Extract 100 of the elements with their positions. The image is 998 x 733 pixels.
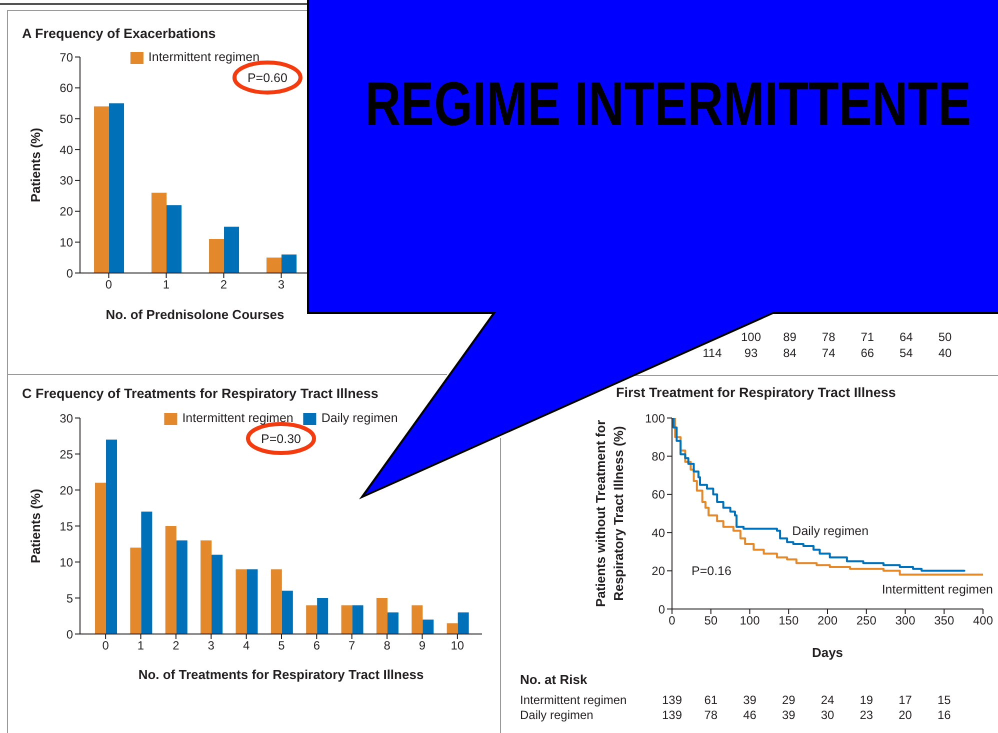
- y-tick-label: 40: [652, 526, 666, 540]
- y-axis-title: Patients without Treatment for Respiratory Tract Illness (%): [592, 420, 626, 608]
- bar: [94, 106, 109, 273]
- y-tick-label: 10: [60, 235, 74, 250]
- x-tick-label: 0: [102, 638, 110, 653]
- bar: [130, 548, 142, 634]
- x-tick-label: 50: [704, 614, 718, 628]
- y-tick-label: 20: [60, 204, 74, 219]
- x-tick-label: 1: [162, 278, 170, 292]
- bar: [176, 540, 188, 634]
- x-tick-label: 6: [313, 638, 320, 653]
- legend-label: Intermittent regimen: [182, 411, 294, 426]
- x-tick-label: 2: [172, 638, 180, 653]
- text: 100 89 78 71 64 50: [740, 330, 952, 344]
- y-tick-label: 0: [66, 627, 74, 642]
- y-tick-label: 10: [60, 555, 74, 570]
- y-tick-label: 60: [60, 81, 74, 96]
- bar: [200, 540, 212, 634]
- y-tick-label: 70: [60, 50, 74, 64]
- text: 139 61 39 29 24 19 17 15: [662, 693, 951, 707]
- y-tick-label: 30: [60, 174, 74, 188]
- series-label: Intermittent regimen: [882, 582, 994, 597]
- text: 139 78 46 39 30 23 20 16: [662, 708, 951, 722]
- x-tick-label: 3: [208, 638, 215, 653]
- y-tick-label: 80: [652, 449, 666, 464]
- x-tick-label: 0: [105, 278, 112, 292]
- x-tick-label: 250: [856, 614, 877, 628]
- x-tick-label: 4: [242, 638, 250, 653]
- bar: [224, 226, 239, 273]
- y-tick-label: 100: [644, 411, 666, 426]
- x-axis-title: No. of Prednisolone Courses: [106, 307, 284, 322]
- legend-label: Intermittent regimen: [148, 50, 260, 65]
- bar: [165, 526, 176, 634]
- x-tick-label: 1: [137, 638, 144, 653]
- x-tick-label: 2: [220, 278, 228, 292]
- text: Intermittent regimen: [520, 693, 627, 707]
- bar: [212, 554, 223, 634]
- bar: [282, 254, 296, 273]
- bar: [236, 569, 247, 634]
- bar: [341, 605, 352, 634]
- x-tick-label: 5: [278, 638, 286, 653]
- bar: [282, 590, 293, 634]
- bar: [95, 482, 106, 634]
- annotation: P=0.30: [261, 432, 302, 446]
- bar: [270, 569, 282, 634]
- bar: [458, 612, 469, 634]
- chart-title: C Frequency of Treatments for Respiratory Tract Illness: [22, 386, 378, 401]
- y-tick-label: 0: [658, 602, 666, 616]
- x-axis-title: Days: [812, 645, 844, 660]
- chart-title: First Treatment for Respiratory Tract Illness: [616, 385, 896, 400]
- y-tick-label: 0: [66, 266, 74, 280]
- bar: [109, 103, 124, 273]
- y-tick-label: 5: [66, 591, 74, 606]
- y-tick-label: 50: [60, 112, 74, 126]
- chart-title: A Frequency of Exacerbations: [22, 26, 216, 41]
- bar: [106, 440, 117, 634]
- annotation: P=0.60: [247, 71, 288, 85]
- y-tick-label: 60: [652, 488, 666, 502]
- bar: [412, 605, 423, 634]
- y-tick-label: 15: [60, 519, 74, 534]
- bar: [166, 205, 182, 273]
- y-axis-title: Patients (%): [28, 488, 42, 564]
- y-tick-label: 30: [60, 411, 74, 426]
- y-tick-label: 40: [60, 142, 74, 157]
- x-tick-label: 7: [348, 638, 356, 653]
- text: REGIME INTERMITTENTE: [365, 68, 972, 138]
- text: 114 93 84 74 66 54 40: [702, 346, 952, 360]
- x-tick-label: 3: [278, 278, 285, 292]
- x-tick-label: 350: [934, 614, 954, 628]
- bar: [152, 192, 166, 273]
- x-tick-label: 200: [817, 614, 838, 628]
- y-tick-label: 20: [652, 564, 666, 578]
- x-tick-label: 9: [418, 638, 426, 653]
- x-tick-label: 0: [668, 614, 676, 628]
- legend-label: Daily regimen: [321, 411, 398, 426]
- bar: [306, 605, 318, 634]
- text: No. at Risk: [520, 672, 588, 687]
- x-tick-label: 100: [740, 614, 760, 628]
- x-tick-label: 8: [384, 638, 391, 653]
- text: Daily regimen: [520, 708, 594, 722]
- x-tick-label: 10: [450, 638, 464, 653]
- y-axis-title: Patients (%): [28, 128, 42, 202]
- bar: [246, 569, 258, 634]
- bar: [446, 623, 458, 634]
- bar: [317, 598, 328, 634]
- bar: [209, 239, 224, 273]
- bar: [352, 605, 364, 634]
- x-axis-title: No. of Treatments for Respiratory Tract Illness: [138, 667, 424, 682]
- bar: [376, 598, 388, 634]
- y-tick-label: 25: [60, 447, 74, 462]
- bar: [266, 258, 282, 273]
- y-tick-label: 20: [60, 483, 74, 498]
- x-tick-label: 400: [972, 614, 994, 628]
- bar: [387, 612, 398, 634]
- series-label: Daily regimen: [792, 524, 869, 538]
- bar: [422, 620, 434, 634]
- x-tick-label: 150: [778, 614, 799, 628]
- annotation: P=0.16: [692, 564, 732, 578]
- bar: [141, 512, 152, 634]
- x-tick-label: 300: [895, 614, 916, 628]
